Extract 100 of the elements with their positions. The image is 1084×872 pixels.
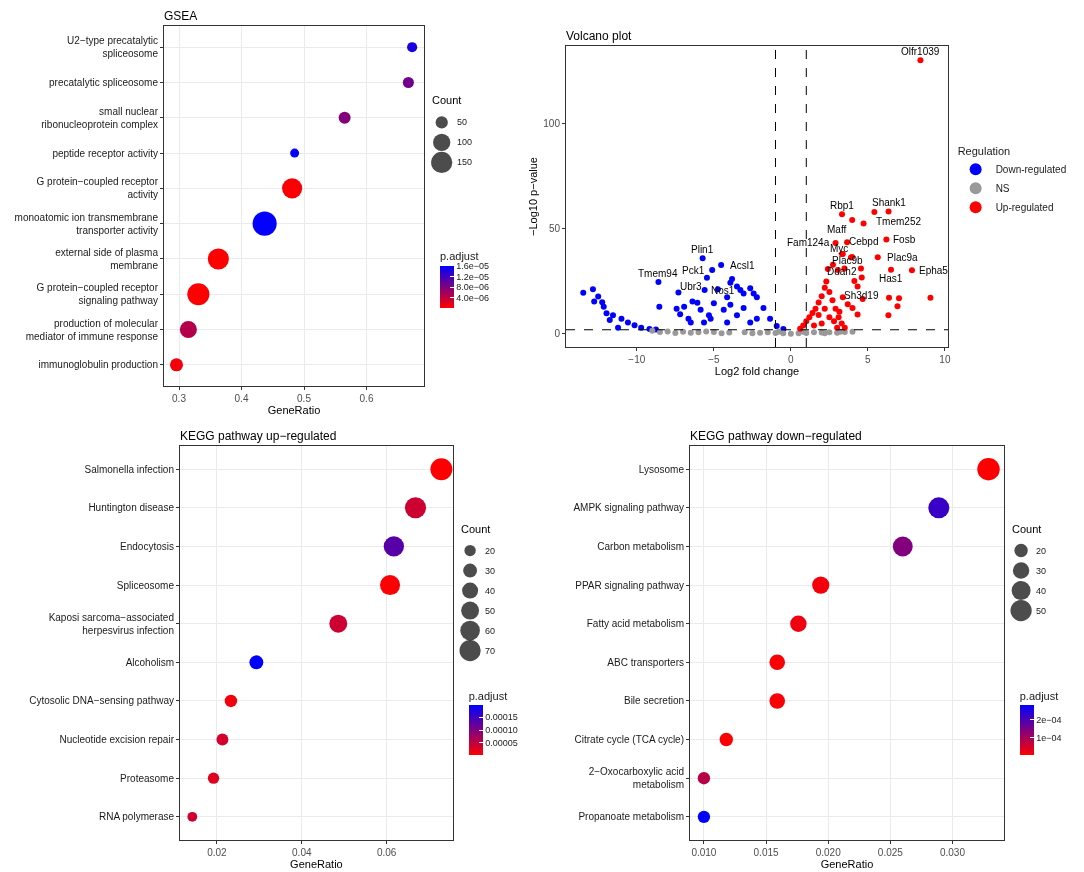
legend-label: Down-regulated [995,164,1067,176]
x-tick-label: 0 [788,354,795,365]
color-bar-label: 2e−04 [1036,715,1062,726]
legend-label: 150 [457,157,473,167]
legend-label: 30 [485,566,496,576]
annotation: Cebpd [849,236,879,247]
annotation: Fosb [893,234,916,245]
y-tick-label: Huntington disease [88,502,175,514]
x-tick-label: −10 [628,354,646,365]
x-tick-label: 0.4 [234,393,249,404]
y-tick-label: Lysosome [638,463,685,475]
x-tick-label: 0.5 [297,393,312,404]
x-tick-label: −5 [708,354,721,365]
y-tick-label: immunoglobulin production [38,359,158,371]
color-bar-title: p.adjust [440,249,479,262]
y-tick-label: G protein−coupled receptor signaling pathway [36,282,159,307]
legend-title: Regulation [957,144,1011,157]
y-tick-label: Kaposi sarcoma−associated herpesvirus infection [48,611,174,636]
color-bar-label: 0.00015 [485,712,518,723]
y-tick-label: Bile secretion [623,695,684,707]
annotation: Acsl1 [730,260,755,271]
x-tick-label: 5 [865,354,872,365]
y-tick-label: G protein−coupled receptor activity [36,176,159,201]
annotation: Ubr3 [680,281,703,292]
color-bar-title: p.adjust [468,689,508,702]
y-tick-label: Alcoholism [125,656,174,668]
y-tick-label: production of molecular mediator of immune response [25,317,159,342]
y-tick-label: 2−Oxocarboxylic acid metabolism [588,766,684,791]
y-tick-label: Propanoate metabolism [578,811,684,823]
annotation: Myc [830,243,849,254]
annotation: Pck1 [682,265,705,276]
y-tick-label: Nucleotide excision repair [59,734,175,746]
y-tick-label: Citrate cycle (TCA cycle) [574,734,684,746]
color-bar-label: 0.00010 [485,725,518,736]
y-tick-label: Cytosolic DNA−sensing pathway [29,695,174,707]
chart-title: Volcano plot [566,29,633,43]
y-tick-label: PPAR signaling pathway [575,579,684,591]
color-bar-label: 4.0e−06 [456,292,490,303]
legend-label: 40 [485,586,496,596]
annotation: Olfr1039 [901,46,940,57]
legend-label: 100 [457,137,473,147]
legend-label: 60 [485,626,496,636]
legend-label: Up-regulated [995,202,1054,214]
color-bar-label: 8.0e−06 [456,282,490,293]
legend-label: 30 [1036,566,1047,576]
legend-title: Count [1012,523,1042,535]
annotation: Rbp1 [830,200,855,211]
y-tick-label: AMPK signaling pathway [573,502,684,514]
annotation: Maff [827,224,847,235]
legend-label: 50 [457,117,468,127]
annotation: Fam124a [787,237,830,248]
legend-label: 20 [485,546,496,556]
y-tick-label: Endocytosis [120,540,174,552]
color-bar-label: 1.6e−05 [456,261,490,272]
x-tick-label: 0.04 [292,847,312,858]
annotation: Tmem94 [638,268,678,279]
x-tick-label: 0.06 [376,847,397,858]
y-axis-title: −Log10 p−value [526,157,539,236]
y-tick-label: Fatty acid metabolism [586,618,684,630]
y-tick-label: Spliceosome [116,579,175,591]
legend-label: 70 [485,646,496,656]
y-tick-label: Carbon metabolism [597,540,684,552]
annotation: Has1 [879,273,903,284]
y-tick-label: 50 [548,223,561,235]
y-tick-label: small nuclear ribonucleoprotein complex [41,105,159,130]
x-tick-label: 0.030 [939,847,966,858]
x-tick-label: 0.025 [877,847,904,858]
x-axis-title: GeneRatio [820,858,874,871]
annotation: Shank1 [872,197,907,208]
annotation: Nos1 [711,285,735,296]
legend-label: 50 [485,606,496,616]
y-tick-label: monoatomic ion transmembrane transporter activity [14,211,159,236]
y-tick-label: 100 [543,118,561,130]
chart-title: KEGG pathway down−regulated [690,429,862,443]
x-tick-label: 0.3 [172,393,187,404]
legend-label: 40 [1036,586,1047,596]
y-tick-label: 0 [554,328,561,340]
x-axis-title: GeneRatio [290,858,343,871]
x-tick-label: 0.6 [359,393,374,404]
y-tick-label: precatalytic spliceosome [49,76,159,88]
color-bar-label: 1e−04 [1036,733,1062,743]
legend-label: 20 [1036,546,1047,556]
x-tick-label: 0.02 [207,847,228,858]
annotation: Epha5 [919,265,949,276]
annotation: Plin1 [691,244,714,255]
legend-label: 50 [1036,606,1047,616]
annotation: Sh3d19 [844,290,879,301]
annotation: Plac9b [832,255,864,266]
x-axis-title: Log2 fold change [714,365,800,378]
color-bar-label: 0.00005 [485,738,518,749]
x-axis-title: GeneRatio [267,404,321,417]
color-bar-title: p.adjust [1019,689,1059,702]
y-tick-label: Proteasome [120,772,175,784]
y-tick-label: external side of plasma membrane [55,246,159,271]
y-tick-label: peptide receptor activity [52,147,158,159]
chart-title: GSEA [164,9,198,23]
annotation: Plac9a [887,252,919,263]
y-tick-label: U2−type precatalytic spliceosome [67,35,159,60]
y-tick-label: ABC transporters [607,656,684,668]
x-tick-label: 0.010 [691,847,717,858]
